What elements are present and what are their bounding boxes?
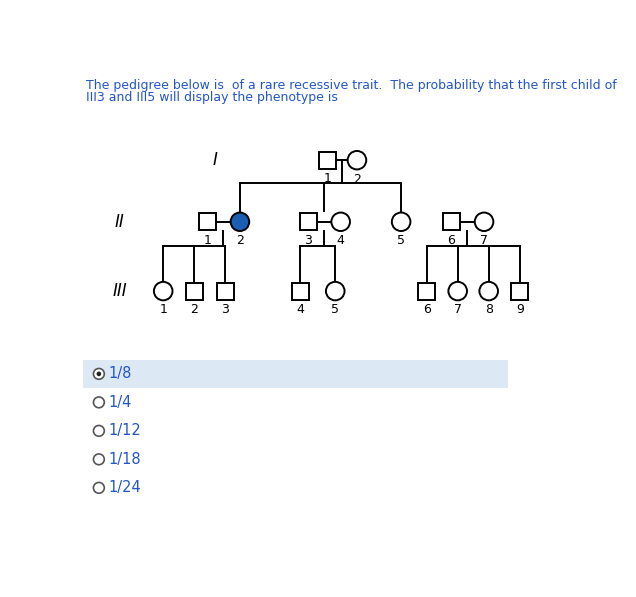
Bar — [186, 282, 203, 300]
Text: The pedigree below is  of a rare recessive trait.  The probability that the firs: The pedigree below is of a rare recessiv… — [86, 79, 616, 93]
Circle shape — [93, 426, 104, 436]
Circle shape — [231, 213, 249, 231]
Bar — [292, 282, 309, 300]
Text: 1/8: 1/8 — [108, 367, 132, 381]
Circle shape — [93, 454, 104, 464]
Bar — [199, 213, 216, 230]
Text: 6: 6 — [448, 234, 455, 247]
Circle shape — [474, 213, 494, 231]
Circle shape — [348, 151, 366, 170]
Text: 2: 2 — [353, 173, 361, 186]
Text: 3: 3 — [304, 234, 312, 247]
Text: 2: 2 — [190, 303, 198, 316]
Circle shape — [480, 282, 498, 300]
Text: 1/12: 1/12 — [108, 423, 141, 438]
Text: I: I — [212, 151, 218, 169]
Text: 1/24: 1/24 — [108, 481, 141, 496]
Bar — [83, 359, 508, 388]
Circle shape — [326, 282, 345, 300]
Text: 1: 1 — [159, 303, 167, 316]
Text: 7: 7 — [453, 303, 462, 316]
Text: 9: 9 — [516, 303, 523, 316]
Circle shape — [93, 397, 104, 408]
Text: 1/18: 1/18 — [108, 452, 141, 467]
Text: III: III — [113, 282, 127, 300]
Circle shape — [448, 282, 467, 300]
Bar — [300, 213, 317, 230]
Text: 8: 8 — [485, 303, 493, 316]
Text: 5: 5 — [397, 234, 405, 247]
Circle shape — [97, 371, 101, 376]
Circle shape — [154, 282, 172, 300]
Bar — [443, 213, 460, 230]
Text: 7: 7 — [480, 234, 488, 247]
Text: 1: 1 — [204, 234, 211, 247]
Text: 4: 4 — [296, 303, 304, 316]
Text: 1: 1 — [324, 172, 331, 184]
Text: II: II — [115, 213, 125, 231]
Text: 5: 5 — [331, 303, 339, 316]
Circle shape — [331, 213, 350, 231]
Circle shape — [93, 368, 104, 379]
Bar — [319, 152, 336, 169]
Text: III3 and III5 will display the phenotype is: III3 and III5 will display the phenotype… — [86, 91, 338, 104]
Bar — [418, 282, 435, 300]
Bar — [511, 282, 529, 300]
Circle shape — [93, 482, 104, 493]
Circle shape — [392, 213, 410, 231]
Text: 2: 2 — [236, 234, 244, 247]
Text: 4: 4 — [336, 234, 345, 247]
Bar — [217, 282, 233, 300]
Text: 3: 3 — [221, 303, 229, 316]
Text: 6: 6 — [423, 303, 431, 316]
Text: 1/4: 1/4 — [108, 395, 132, 410]
